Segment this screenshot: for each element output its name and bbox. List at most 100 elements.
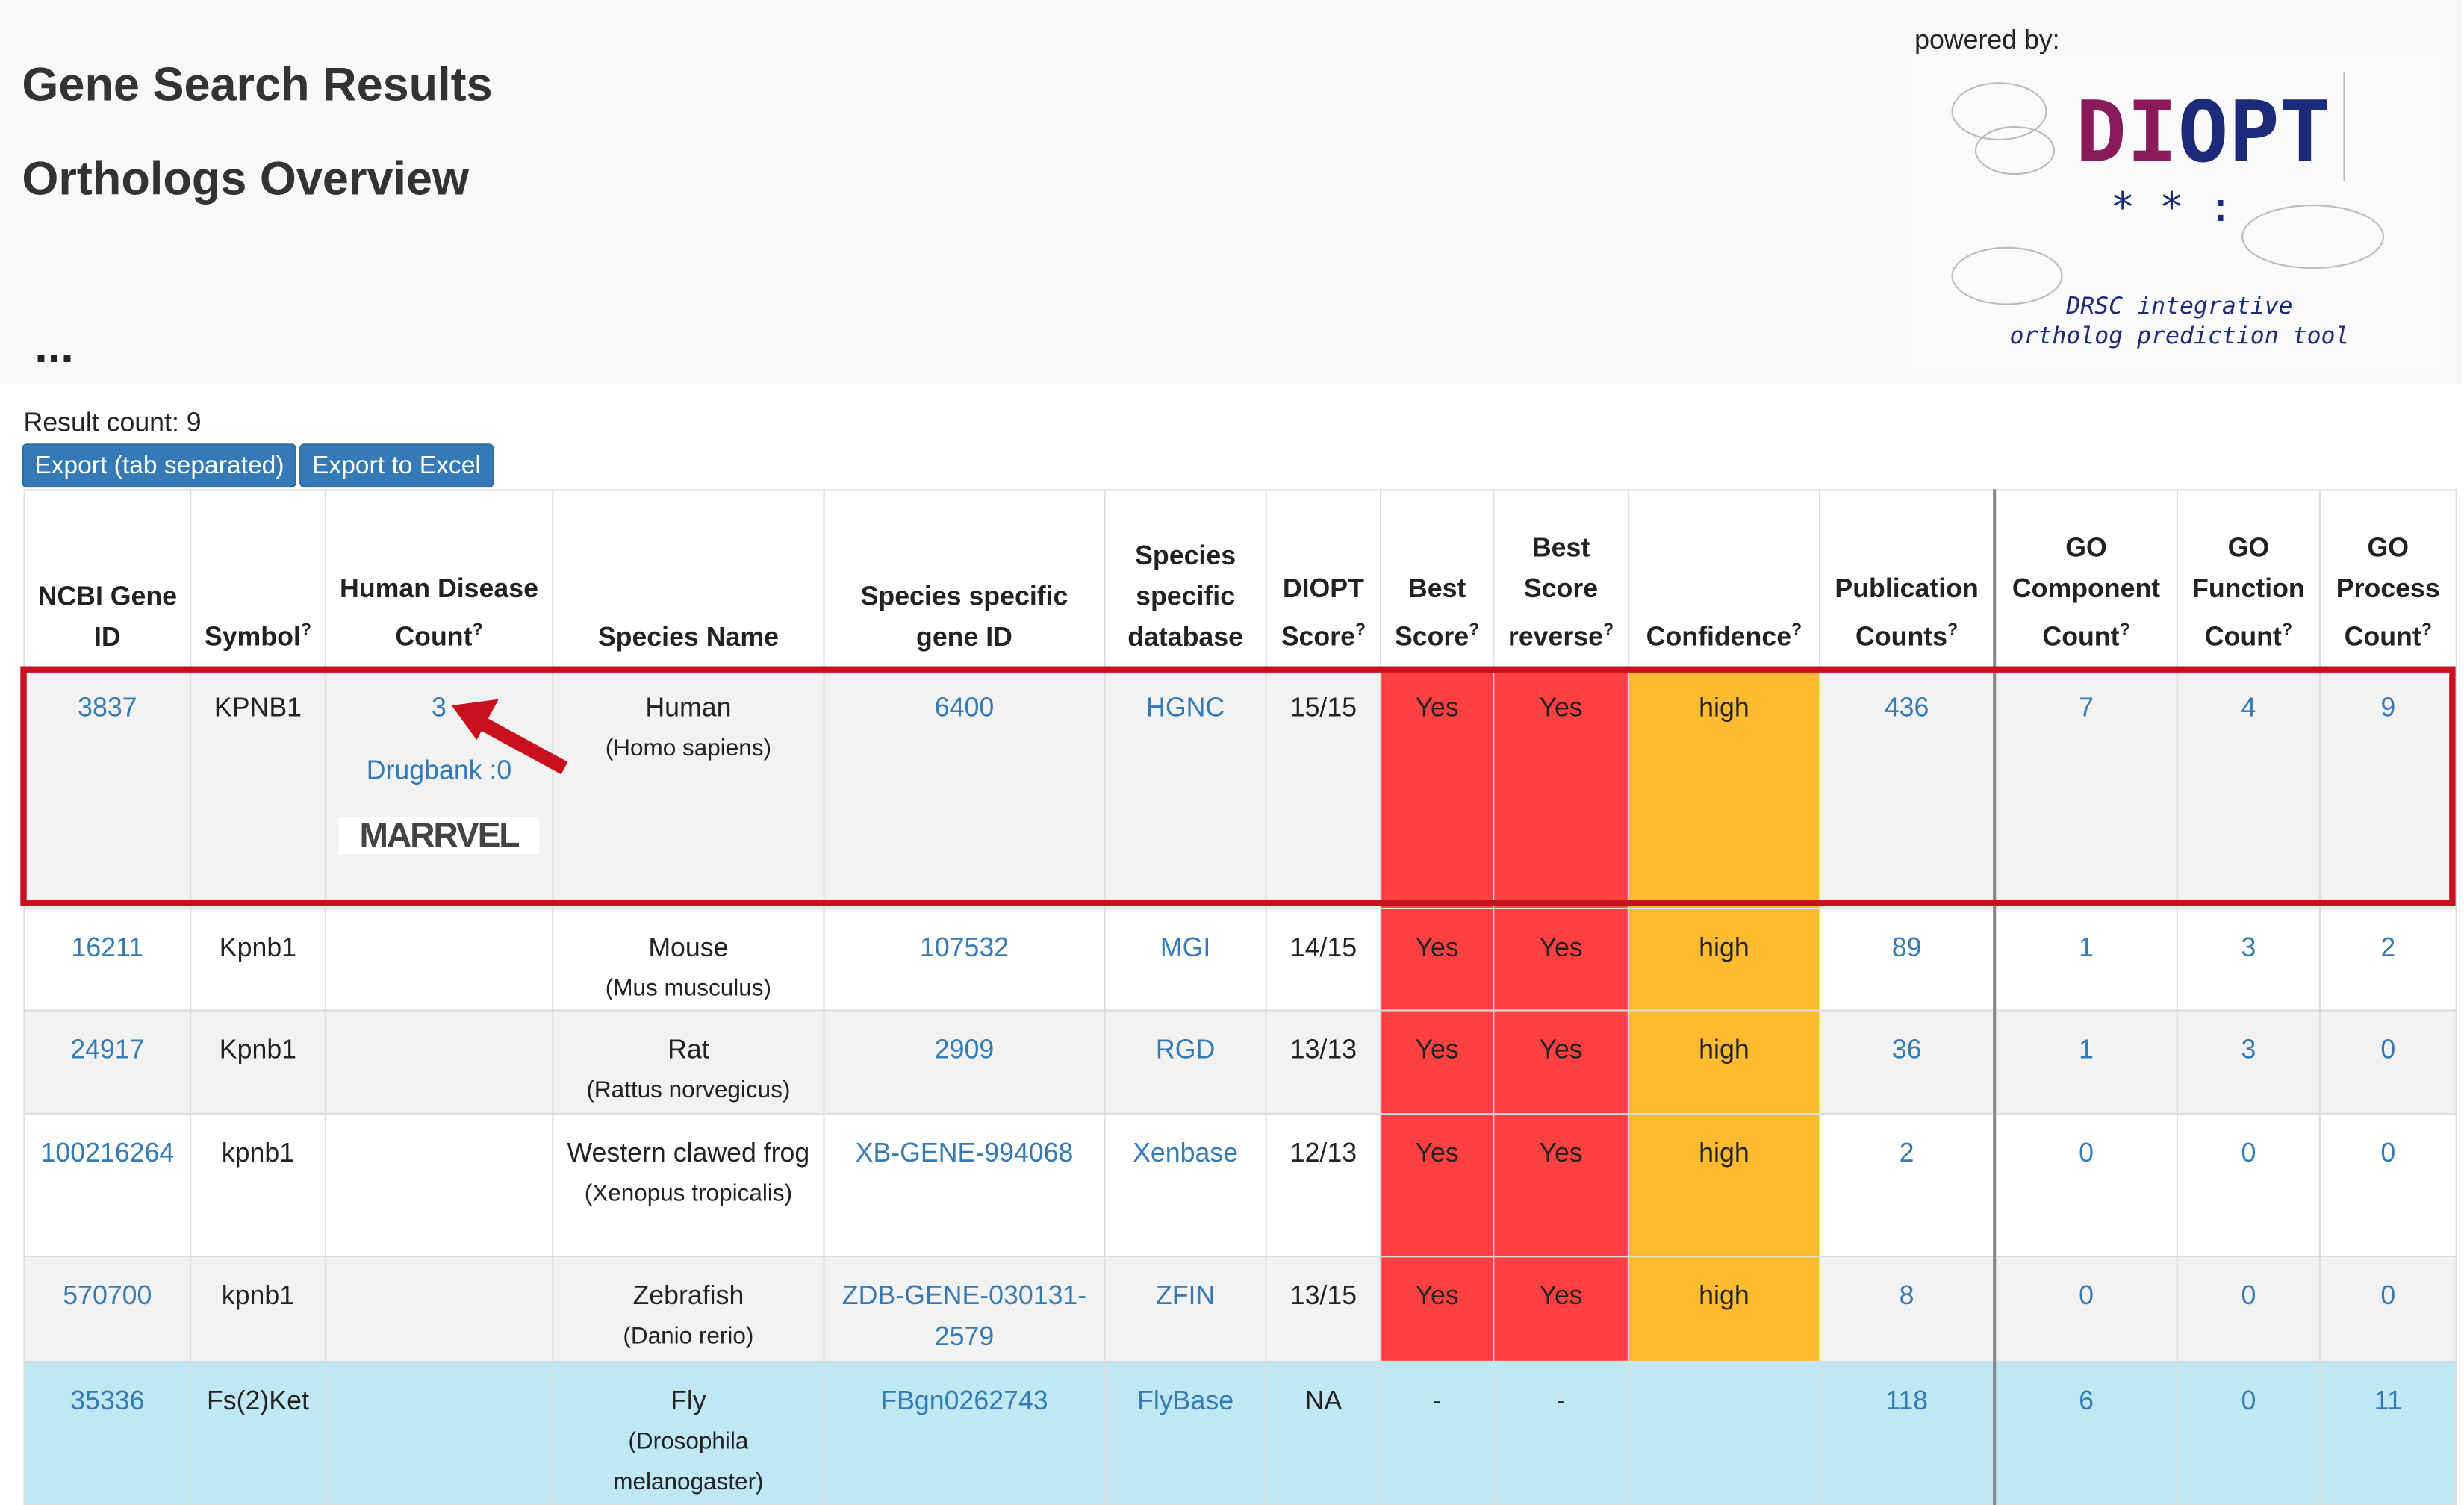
- cell-best-rev: Yes: [1493, 1256, 1629, 1362]
- column-header: Species specific database: [1104, 489, 1267, 670]
- gene-id[interactable]: ZDB-GENE-030131-2579: [841, 1280, 1087, 1352]
- help-icon[interactable]: ?: [1947, 621, 1959, 641]
- best-rev: Yes: [1539, 1034, 1583, 1065]
- go-f[interactable]: 4: [2241, 693, 2256, 723]
- go-c[interactable]: 0: [2079, 1280, 2094, 1311]
- column-header: Confidence?: [1627, 489, 1821, 670]
- database[interactable]: RGD: [1155, 1034, 1216, 1065]
- result-count: Result count: 9: [23, 408, 202, 437]
- cell-ncbi: 16211: [23, 907, 192, 1012]
- pubs[interactable]: 36: [1891, 1034, 1922, 1065]
- cell-symbol: Fs(2)Ket: [190, 1360, 326, 1505]
- gene-id[interactable]: 107532: [919, 932, 1009, 963]
- cell-best: Yes: [1379, 1112, 1495, 1258]
- best: -: [1432, 1386, 1442, 1416]
- go-c[interactable]: 6: [2079, 1386, 2094, 1416]
- best-rev: Yes: [1539, 693, 1583, 723]
- column-header: GO Function Count?: [2176, 489, 2321, 670]
- go-c[interactable]: 1: [2079, 932, 2094, 963]
- gene-id[interactable]: XB-GENE-994068: [855, 1138, 1074, 1168]
- help-icon[interactable]: ?: [2281, 621, 2293, 641]
- best: Yes: [1415, 932, 1459, 963]
- help-icon[interactable]: ?: [1469, 621, 1480, 641]
- cell-best-rev: Yes: [1493, 1009, 1629, 1115]
- cell-disease: [324, 907, 554, 1012]
- column-header: Best Score?: [1379, 489, 1495, 670]
- database[interactable]: HGNC: [1146, 693, 1225, 723]
- help-icon[interactable]: ?: [1354, 621, 1366, 641]
- go-f[interactable]: 3: [2241, 1034, 2256, 1065]
- go-f[interactable]: 0: [2241, 1386, 2256, 1416]
- cell-confidence: high: [1627, 1009, 1821, 1115]
- cell-database: MGI: [1104, 907, 1267, 1012]
- disease[interactable]: 3: [432, 693, 447, 723]
- export-excel-button[interactable]: Export to Excel: [299, 443, 494, 488]
- cell-score: 14/15: [1265, 907, 1382, 1012]
- cell-symbol: kpnb1: [190, 1256, 326, 1362]
- ncbi[interactable]: 570700: [63, 1280, 152, 1311]
- go-f[interactable]: 0: [2241, 1280, 2256, 1311]
- ncbi[interactable]: 3837: [78, 693, 137, 723]
- symbol: Kpnb1: [219, 932, 297, 963]
- pubs[interactable]: 2: [1899, 1138, 1914, 1168]
- cell-best-rev: Yes: [1493, 667, 1629, 909]
- database[interactable]: ZFIN: [1155, 1280, 1216, 1311]
- cell-species: Zebrafish (Danio rerio): [552, 1256, 825, 1362]
- cell-database: Xenbase: [1104, 1112, 1267, 1258]
- score: 12/13: [1289, 1138, 1357, 1168]
- pubs[interactable]: 8: [1899, 1280, 1914, 1311]
- database[interactable]: Xenbase: [1133, 1138, 1239, 1168]
- go-c[interactable]: 0: [2079, 1138, 2094, 1168]
- cell-best: Yes: [1379, 907, 1495, 1012]
- go-c[interactable]: 1: [2079, 1034, 2094, 1065]
- column-header: Species Name: [552, 489, 825, 670]
- gene-id[interactable]: 6400: [934, 693, 995, 723]
- help-icon[interactable]: ?: [1791, 621, 1802, 641]
- go-f[interactable]: 3: [2241, 932, 2256, 963]
- go-p[interactable]: 0: [2380, 1034, 2396, 1065]
- confidence: high: [1699, 693, 1749, 723]
- database[interactable]: FlyBase: [1137, 1386, 1234, 1416]
- pubs[interactable]: 436: [1884, 693, 1929, 723]
- help-icon[interactable]: ?: [2421, 621, 2432, 641]
- confidence: high: [1699, 1280, 1749, 1311]
- pubs[interactable]: 118: [1885, 1386, 1929, 1416]
- go-f[interactable]: 0: [2241, 1138, 2256, 1168]
- go-p[interactable]: 2: [2380, 932, 2396, 963]
- column-header: DIOPT Score?: [1265, 489, 1382, 670]
- go-p[interactable]: 0: [2380, 1138, 2396, 1168]
- export-tab-button[interactable]: Export (tab separated): [22, 443, 297, 488]
- cell-go-f: 4: [2176, 667, 2321, 909]
- gene-id[interactable]: FBgn0262743: [880, 1386, 1048, 1416]
- header-label: Species Name: [597, 622, 779, 652]
- drugbank-link[interactable]: Drugbank :0: [366, 755, 512, 786]
- database[interactable]: MGI: [1160, 932, 1211, 963]
- cell-score: 12/13: [1265, 1112, 1382, 1258]
- cell-best: Yes: [1379, 1009, 1495, 1115]
- ellipsis: ...: [34, 321, 74, 373]
- go-c[interactable]: 7: [2079, 693, 2094, 723]
- pubs[interactable]: 89: [1891, 932, 1922, 963]
- go-p[interactable]: 11: [2374, 1386, 2402, 1416]
- species: Mouse: [648, 932, 729, 963]
- header-label: DIOPT Score: [1281, 574, 1364, 652]
- ncbi[interactable]: 24917: [70, 1034, 145, 1065]
- go-p[interactable]: 9: [2380, 693, 2396, 723]
- help-icon[interactable]: ?: [300, 621, 311, 641]
- gene-id[interactable]: 2909: [934, 1034, 995, 1065]
- cell-gene-id: FBgn0262743: [823, 1360, 1106, 1505]
- cell-ncbi: 3837: [23, 667, 192, 909]
- go-p[interactable]: 0: [2380, 1280, 2396, 1311]
- help-icon[interactable]: ?: [472, 621, 483, 641]
- ncbi[interactable]: 16211: [71, 932, 144, 963]
- help-icon[interactable]: ?: [1603, 621, 1614, 641]
- ncbi[interactable]: 100216264: [40, 1138, 175, 1168]
- help-icon[interactable]: ?: [2119, 621, 2130, 641]
- marrvel-logo[interactable]: MARRVEL: [338, 816, 540, 855]
- latin-name: (Xenopus tropicalis): [584, 1180, 793, 1207]
- column-header: Human Disease Count?: [324, 489, 554, 670]
- latin-name: (Mus musculus): [605, 975, 772, 1002]
- ncbi[interactable]: 35336: [70, 1386, 145, 1416]
- orthologs-table: NCBI Gene ID Symbol? Human Disease Count? S…: [23, 489, 2457, 1505]
- cell-go-p: 0: [2318, 1256, 2457, 1362]
